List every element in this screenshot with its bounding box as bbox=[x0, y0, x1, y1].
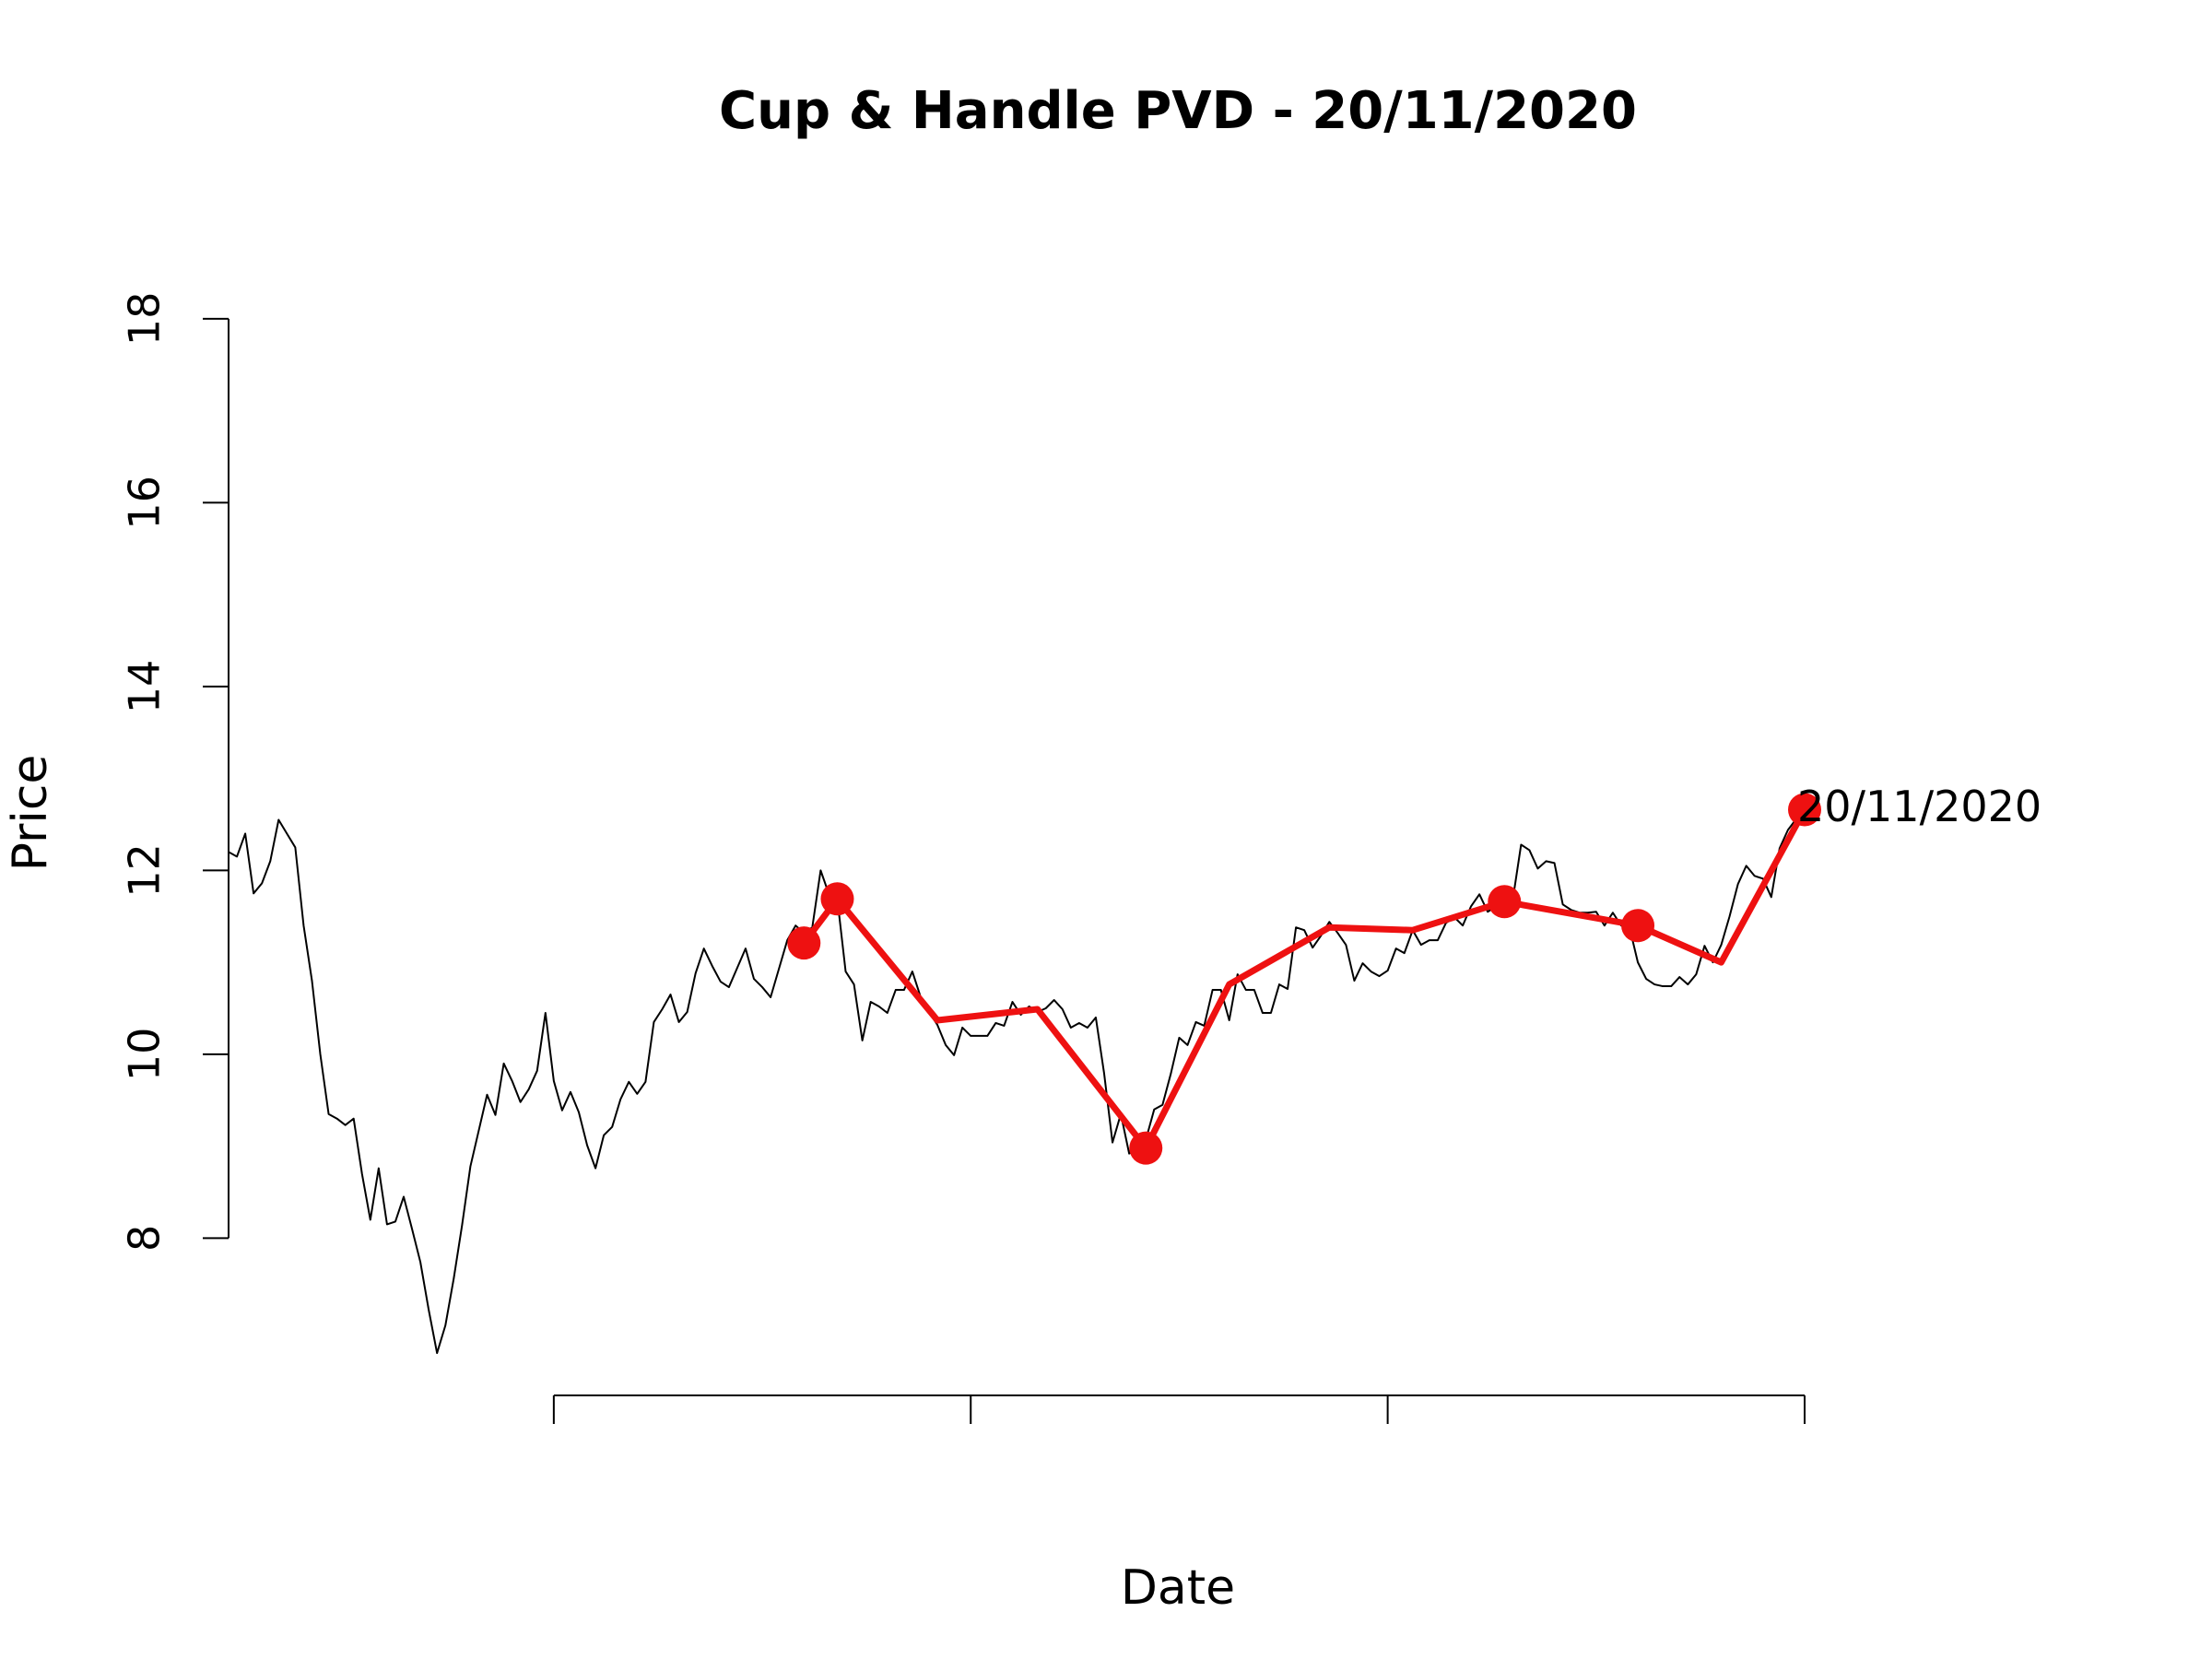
y-axis-label: Price bbox=[3, 755, 58, 872]
y-tick-label: 14 bbox=[120, 660, 170, 714]
point bbox=[1621, 909, 1655, 943]
point bbox=[787, 926, 821, 960]
x-axis-label: Date bbox=[1121, 1560, 1235, 1616]
y-tick-label: 18 bbox=[120, 292, 170, 347]
y-tick-label: 16 bbox=[120, 476, 170, 530]
y-tick-label: 8 bbox=[120, 1225, 170, 1252]
point bbox=[820, 882, 854, 916]
point bbox=[1488, 885, 1522, 919]
series-line bbox=[801, 807, 1808, 1152]
point bbox=[1788, 793, 1821, 827]
annotation: 20/11/2020 bbox=[1797, 782, 2041, 831]
chart-title: Cup & Handle PVD - 20/11/2020 bbox=[719, 81, 1637, 141]
series-line bbox=[228, 810, 1806, 1355]
point bbox=[1129, 1131, 1163, 1165]
y-tick-label: 10 bbox=[120, 1028, 170, 1082]
y-tick-label: 12 bbox=[120, 843, 170, 898]
